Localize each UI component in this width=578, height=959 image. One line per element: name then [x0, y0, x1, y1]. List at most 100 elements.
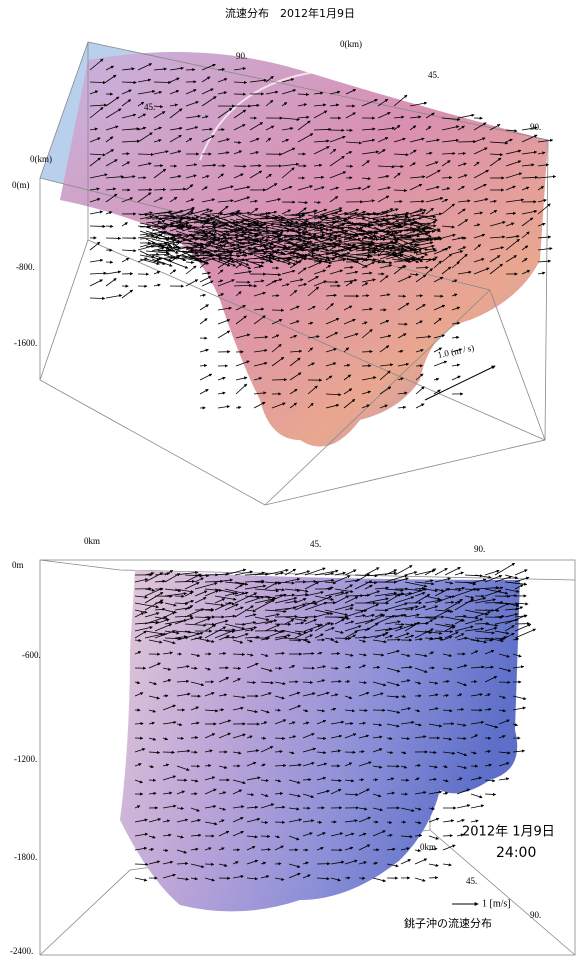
flow-arrow — [298, 94, 309, 95]
flow-arrow — [415, 878, 425, 881]
flow-arrow — [443, 845, 455, 850]
title: 流速分布 2012年1月9日 — [225, 6, 355, 20]
flow-arrow — [457, 820, 464, 822]
top-panel: 流速分布 2012年1月9日 0(km) 90. 45. 45. 90. 0(k… — [12, 6, 556, 505]
flow-arrow — [122, 223, 127, 226]
flow-arrow — [90, 260, 103, 262]
axis-label: 45. — [144, 102, 155, 112]
flow-arrow — [401, 859, 411, 864]
axis-label: 0km — [420, 842, 436, 852]
flow-arrow — [317, 822, 322, 823]
flow-arrow — [416, 387, 424, 394]
axis-label: -1200. — [14, 754, 37, 764]
flow-arrow — [122, 290, 133, 298]
flow-arrow — [218, 331, 230, 338]
axis-label: 90. — [236, 51, 247, 61]
flow-arrow — [362, 351, 372, 352]
axis-label: 45. — [310, 539, 321, 549]
flow-arrow — [331, 668, 338, 669]
flow-arrow — [359, 779, 364, 780]
axis-label: -1800. — [14, 852, 37, 862]
flow-arrow — [275, 668, 282, 669]
flow-arrow — [200, 295, 206, 296]
flow-arrow — [138, 154, 154, 155]
axis-label: 90. — [530, 910, 541, 920]
flow-arrow — [405, 572, 417, 575]
flow-arrow — [200, 350, 208, 352]
flow-arrow — [495, 563, 515, 575]
flow-arrow — [236, 377, 247, 380]
axis-label: 0km — [84, 536, 100, 546]
axis-label: 0(m) — [12, 180, 30, 190]
flow-arrow — [471, 794, 482, 797]
flow-arrow — [434, 361, 447, 366]
axis-label: -1600. — [14, 338, 37, 348]
box-edge — [40, 240, 88, 380]
flow-arrow — [135, 878, 147, 880]
flow-arrow — [538, 273, 545, 274]
flow-arrow — [154, 189, 166, 190]
flow-arrow — [233, 654, 245, 655]
flow-arrow — [236, 407, 241, 408]
flow-arrow — [458, 115, 474, 118]
flow-arrow — [236, 384, 247, 394]
flow-arrow — [177, 738, 184, 739]
flow-arrow — [345, 570, 356, 575]
caption: 銚子沖の流速分布 — [404, 916, 492, 930]
flow-arrow — [443, 793, 448, 794]
flow-arrow — [429, 864, 438, 866]
flow-arrow — [200, 276, 211, 282]
flow-arrow — [365, 568, 379, 575]
flow-arrow — [90, 273, 106, 274]
flow-arrow — [303, 779, 311, 780]
axis-label: -800. — [16, 262, 35, 272]
flow-arrow — [385, 570, 397, 575]
flow-arrow — [499, 778, 509, 780]
flow-arrow — [475, 575, 491, 578]
axis-label: -2400. — [10, 946, 33, 956]
flow-arrow — [218, 406, 230, 408]
flow-arrow — [485, 571, 499, 575]
flow-arrow — [122, 250, 136, 251]
flow-arrow — [443, 820, 454, 822]
flow-arrow — [154, 272, 160, 274]
flow-arrow — [202, 281, 213, 286]
flow-arrow — [485, 794, 496, 795]
scale-label: 1.0 (m / s) — [437, 342, 475, 359]
time: 24:00 — [496, 845, 536, 861]
scale-label: 1 [m/s] — [482, 898, 511, 909]
figure: 流速分布 2012年1月9日 0(km) 90. 45. 45. 90. 0(k… — [0, 0, 578, 959]
flow-arrow — [457, 805, 470, 808]
flow-arrow — [90, 280, 102, 286]
axis-label: -600. — [22, 650, 41, 660]
flow-arrow — [106, 278, 116, 286]
flow-arrow — [170, 270, 176, 274]
flow-arrow — [200, 365, 207, 366]
flow-arrow — [435, 568, 447, 575]
flow-arrow — [200, 319, 207, 324]
flow-arrow — [443, 864, 451, 865]
flow-arrow — [452, 365, 460, 366]
flow-arrow — [373, 878, 386, 881]
flow-arrow — [186, 262, 194, 263]
axis-label: 0(km) — [30, 154, 52, 164]
flow-arrow — [515, 570, 527, 575]
flow-arrow — [106, 295, 122, 298]
axis-label: 90. — [474, 544, 485, 554]
axis-label: 45. — [466, 876, 477, 886]
flow-arrow — [218, 377, 225, 380]
flow-arrow — [398, 407, 406, 408]
flow-arrow — [218, 393, 225, 394]
axis-label: 0m — [12, 560, 24, 570]
flow-arrow — [538, 261, 551, 262]
flow-arrow — [200, 389, 208, 394]
flow-arrow — [416, 404, 424, 408]
flow-arrow — [205, 624, 215, 625]
date: 2012年 1月9日 — [462, 825, 555, 840]
axis-label: 90. — [530, 122, 541, 132]
flow-arrow — [434, 379, 439, 380]
flow-arrow — [154, 82, 171, 83]
flow-arrow — [106, 272, 121, 274]
flow-arrow — [429, 818, 439, 822]
flow-arrow — [200, 374, 212, 380]
